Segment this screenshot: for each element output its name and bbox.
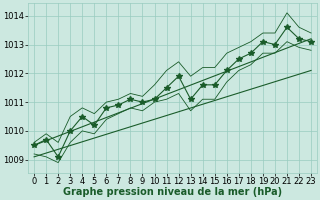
X-axis label: Graphe pression niveau de la mer (hPa): Graphe pression niveau de la mer (hPa) [63, 187, 282, 197]
